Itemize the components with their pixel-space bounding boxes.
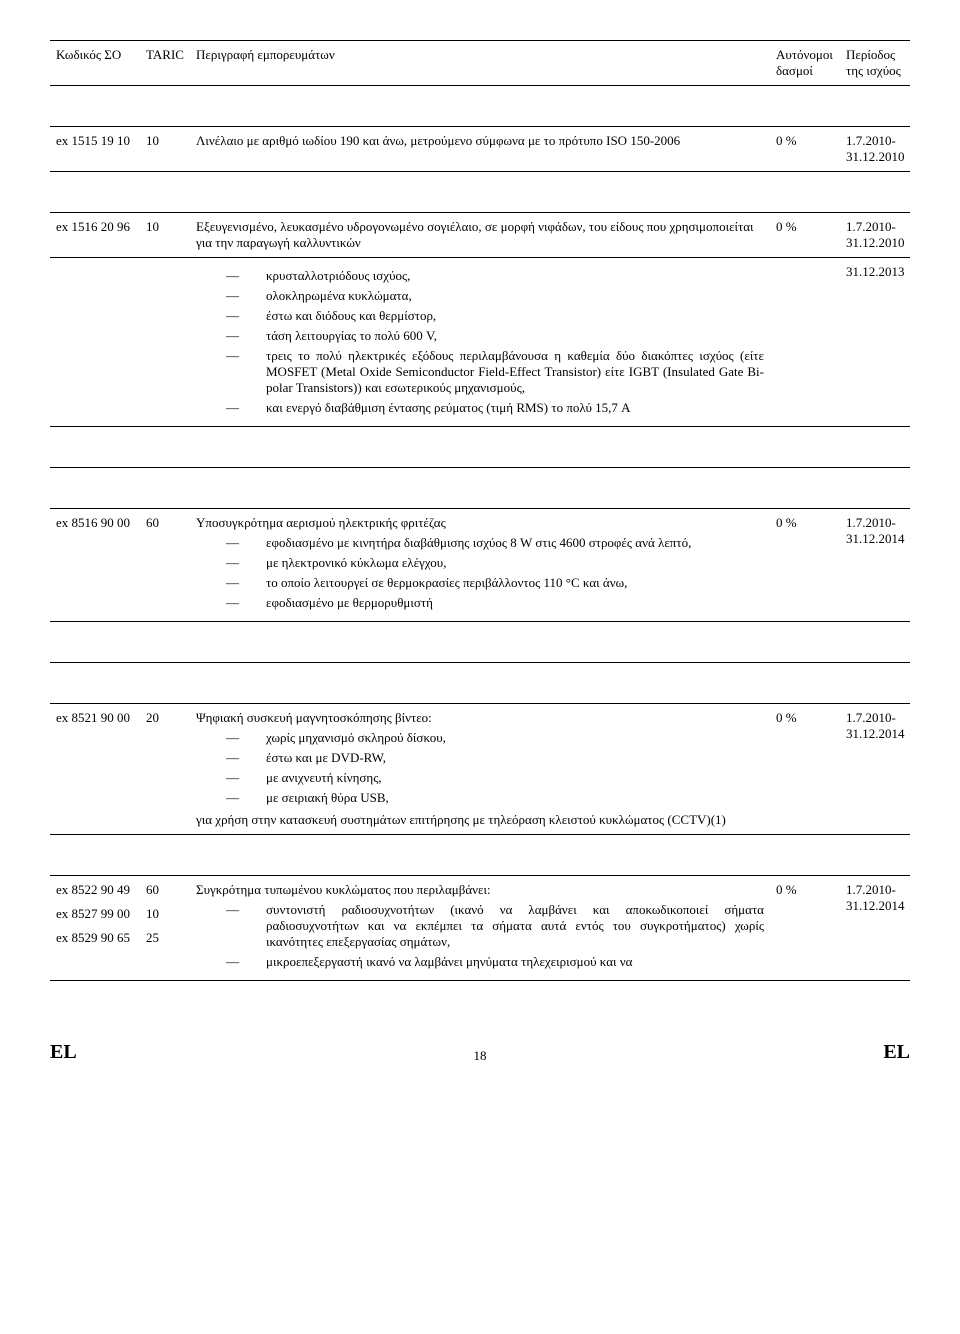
page-footer: EL 18 EL [50,1041,910,1064]
cell-taric: 10 [140,127,190,172]
header-desc: Περιγραφή εμπορευμάτων [190,41,770,86]
period-end: 31.12.2010 [846,235,905,250]
list-item: τρεις το πολύ ηλεκτρικές εξόδους περιλαμ… [196,348,764,396]
list-item: με ανιχνευτή κίνησης, [196,770,764,786]
cell-code: ex 8516 90 00 [50,509,140,622]
header-period: Περίοδος της ισχύος [840,41,910,86]
table-row: ex 8522 90 49 ex 8527 99 00 ex 8529 90 6… [50,876,910,981]
cell-desc: Ψηφιακή συσκευή μαγνητοσκόπησης βίντεο: … [190,704,770,835]
code-line: ex 8527 99 00 [56,906,134,922]
period-start: 1.7.2010- [846,710,896,725]
period-end: 31.12.2014 [846,726,905,741]
period-end: 31.12.2014 [846,531,905,546]
list-item: το οποίο λειτουργεί σε θερμοκρασίες περι… [196,575,764,591]
header-duty-line2: δασμοί [776,63,813,78]
cell-taric: 20 [140,704,190,835]
cell-duty: 0 % [770,213,840,258]
table-row: ex 1515 19 10 10 Λινέλαιο με αριθμό ιωδί… [50,127,910,172]
period-end: 31.12.2014 [846,898,905,913]
list-item: και ενεργό διαβάθμιση έντασης ρεύματος (… [196,400,764,416]
footer-left: EL [50,1041,77,1064]
desc-lead: Συγκρότημα τυπωμένου κυκλώματος που περι… [196,882,764,898]
header-taric: TARIC [140,41,190,86]
taric-line: 60 [146,882,184,898]
taric-line: 10 [146,906,184,922]
table-row-continuation: κρυσταλλοτριόδους ισχύος, ολοκληρωμένα κ… [50,258,910,427]
header-period-line1: Περίοδος [846,47,895,62]
header-period-line2: της ισχύος [846,63,901,78]
cell-duty: 0 % [770,509,840,622]
desc-lead: Ψηφιακή συσκευή μαγνητοσκόπησης βίντεο: [196,710,764,726]
cell-code: ex 8521 90 00 [50,704,140,835]
list-item: έστω και με DVD-RW, [196,750,764,766]
desc-list: εφοδιασμένο με κινητήρα διαβάθμισης ισχύ… [196,535,764,611]
period-end: 31.12.2010 [846,149,905,164]
table-header-row: Κωδικός ΣΟ TARIC Περιγραφή εμπορευμάτων … [50,41,910,86]
desc-lead: Υποσυγκρότημα αερισμού ηλεκτρικής φριτέζ… [196,515,764,531]
period-start: 1.7.2010- [846,133,896,148]
period-start: 1.7.2010- [846,219,896,234]
cell-desc: Υποσυγκρότημα αερισμού ηλεκτρικής φριτέζ… [190,509,770,622]
cell-code-multi: ex 8522 90 49 ex 8527 99 00 ex 8529 90 6… [50,876,140,981]
cell-desc: Εξευγενισμένο, λευκασμένο υδρογονωμένο σ… [190,213,770,258]
cell-code-empty [50,258,140,427]
list-item: έστω και διόδους και θερμίστορ, [196,308,764,324]
tariff-table: Κωδικός ΣΟ TARIC Περιγραφή εμπορευμάτων … [50,40,910,981]
desc-tail: για χρήση στην κατασκευή συστημάτων επιτ… [196,812,764,828]
cell-period: 1.7.2010- 31.12.2014 [840,704,910,835]
header-duty-line1: Αυτόνομοι [776,47,833,62]
list-item: τάση λειτουργίας το πολύ 600 V, [196,328,764,344]
cell-code: ex 1515 19 10 [50,127,140,172]
cell-duty: 0 % [770,876,840,981]
list-item: ολοκληρωμένα κυκλώματα, [196,288,764,304]
code-line: ex 8522 90 49 [56,882,134,898]
header-code: Κωδικός ΣΟ [50,41,140,86]
cell-taric-empty [140,258,190,427]
list-item: εφοδιασμένο με κινητήρα διαβάθμισης ισχύ… [196,535,764,551]
desc-list: κρυσταλλοτριόδους ισχύος, ολοκληρωμένα κ… [196,268,764,416]
desc-list: συντονιστή ραδιοσυχνοτήτων (ικανό να λαμ… [196,902,764,970]
cell-taric-multi: 60 10 25 [140,876,190,981]
cell-taric: 10 [140,213,190,258]
taric-line: 25 [146,930,184,946]
list-item: με ηλεκτρονικό κύκλωμα ελέγχου, [196,555,764,571]
cell-desc-continuation: κρυσταλλοτριόδους ισχύος, ολοκληρωμένα κ… [190,258,770,427]
cell-period: 1.7.2010- 31.12.2010 [840,213,910,258]
table-row: ex 8521 90 00 20 Ψηφιακή συσκευή μαγνητο… [50,704,910,835]
cell-duty-empty [770,258,840,427]
list-item: μικροεπεξεργαστή ικανό να λαμβάνει μηνύμ… [196,954,764,970]
period-start: 1.7.2010- [846,515,896,530]
list-item: κρυσταλλοτριόδους ισχύος, [196,268,764,284]
cell-period: 31.12.2013 [840,258,910,427]
list-item: χωρίς μηχανισμό σκληρού δίσκου, [196,730,764,746]
cell-period: 1.7.2010- 31.12.2014 [840,876,910,981]
list-item: συντονιστή ραδιοσυχνοτήτων (ικανό να λαμ… [196,902,764,950]
footer-right: EL [883,1041,910,1064]
list-item: με σειριακή θύρα USB, [196,790,764,806]
cell-duty: 0 % [770,704,840,835]
cell-duty: 0 % [770,127,840,172]
cell-period: 1.7.2010- 31.12.2014 [840,509,910,622]
header-duty: Αυτόνομοι δασμοί [770,41,840,86]
list-item: εφοδιασμένο με θερμορυθμιστή [196,595,764,611]
code-line: ex 8529 90 65 [56,930,134,946]
table-row: ex 1516 20 96 10 Εξευγενισμένο, λευκασμέ… [50,213,910,258]
cell-period: 1.7.2010- 31.12.2010 [840,127,910,172]
cell-desc: Συγκρότημα τυπωμένου κυκλώματος που περι… [190,876,770,981]
cell-code: ex 1516 20 96 [50,213,140,258]
desc-list: χωρίς μηχανισμό σκληρού δίσκου, έστω και… [196,730,764,806]
cell-desc: Λινέλαιο με αριθμό ιωδίου 190 και άνω, μ… [190,127,770,172]
period-start: 1.7.2010- [846,882,896,897]
footer-page-number: 18 [474,1048,487,1064]
table-row: ex 8516 90 00 60 Υποσυγκρότημα αερισμού … [50,509,910,622]
cell-taric: 60 [140,509,190,622]
